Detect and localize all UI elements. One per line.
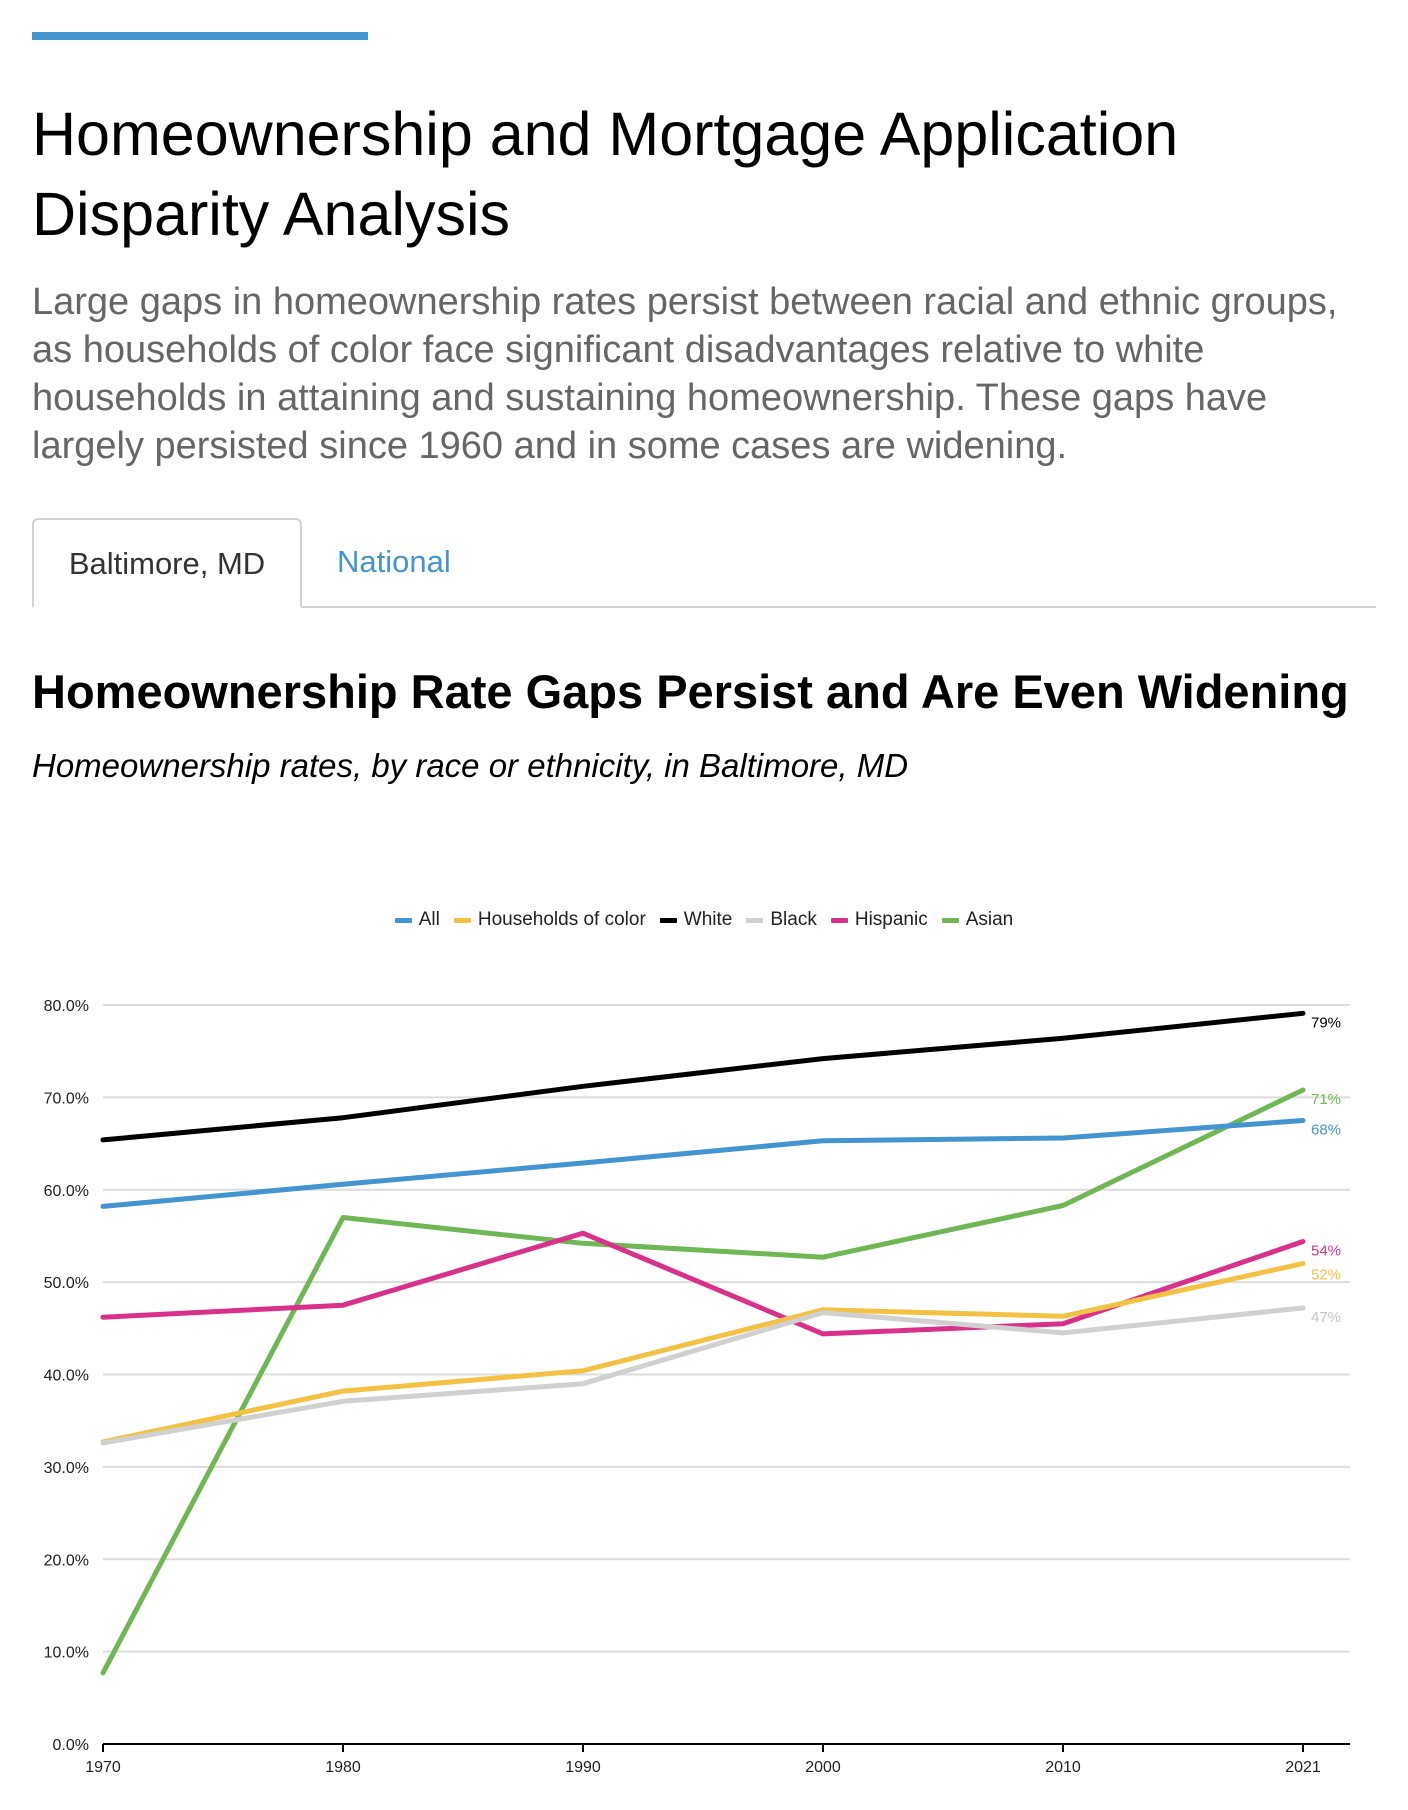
legend-swatch-black	[746, 917, 764, 923]
end-label-hispanic: 54%	[1311, 1242, 1341, 1259]
y-tick-label: 70.0%	[44, 1090, 89, 1107]
legend-swatch-all	[394, 917, 412, 923]
chart-title: Homeownership Rate Gaps Persist and Are …	[32, 665, 1349, 718]
end-label-black: 47%	[1311, 1309, 1341, 1326]
y-tick-label: 20.0%	[44, 1552, 89, 1569]
y-tick-label: 60.0%	[44, 1183, 89, 1200]
location-tabs: Baltimore, MD National	[32, 518, 1376, 608]
series-line-black	[100, 1305, 1306, 1446]
legend-label-households-of-color: Households of color	[477, 909, 646, 930]
end-label-white: 79%	[1311, 1014, 1341, 1031]
axes: 0.0% 10.0% 20.0% 30.0% 40.0% 50.0% 60.0% 70.0% 8…	[44, 998, 1350, 1776]
x-tick-label: 2010	[1045, 1759, 1081, 1776]
x-tick-label: 2000	[805, 1759, 841, 1776]
end-label-all: 68%	[1311, 1121, 1341, 1138]
legend-item-asian[interactable]: Asian	[941, 909, 1014, 931]
legend-item-households-of-color[interactable]: Households of color	[453, 909, 646, 931]
legend-item-hispanic[interactable]: Hispanic	[830, 909, 928, 931]
legend-label-black: Black	[770, 909, 817, 930]
tab-baltimore[interactable]: Baltimore, MD	[32, 518, 302, 608]
y-tick-label: 10.0%	[44, 1645, 89, 1662]
legend-label-white: White	[683, 909, 733, 930]
legend-label-all: All	[418, 909, 440, 930]
x-tick-label: 1980	[325, 1759, 361, 1776]
x-tick-label: 1990	[565, 1759, 601, 1776]
end-labels: 79% 71% 68% 54% 52% 47%	[1311, 1014, 1341, 1326]
y-tick-label: 30.0%	[44, 1460, 89, 1477]
series-line-white	[100, 1010, 1306, 1143]
legend-item-black[interactable]: Black	[746, 909, 817, 931]
header-accent-bar	[32, 32, 368, 40]
legend-swatch-households-of-color	[453, 917, 471, 923]
chart-legend: All Households of color White Black Hisp…	[0, 906, 1408, 934]
series-line-asian	[100, 1087, 1306, 1676]
page-title: Homeownership and Mortgage Application D…	[32, 100, 1179, 248]
x-tick-label: 2021	[1285, 1759, 1321, 1776]
legend-swatch-white	[659, 917, 677, 923]
tab-national[interactable]: National	[337, 544, 451, 579]
legend-swatch-asian	[941, 917, 959, 923]
chart-subtitle: Homeownership rates, by race or ethnicit…	[32, 747, 909, 784]
series-lines	[100, 1010, 1306, 1676]
end-label-households-of-color: 52%	[1311, 1266, 1341, 1283]
y-tick-label: 50.0%	[44, 1275, 89, 1292]
y-tick-label: 40.0%	[44, 1368, 89, 1385]
y-tick-label: 80.0%	[44, 998, 89, 1015]
legend-label-hispanic: Hispanic	[854, 909, 928, 930]
series-line-households-of-color	[100, 1261, 1306, 1445]
series-line-all	[100, 1118, 1306, 1209]
end-label-asian: 71%	[1311, 1091, 1341, 1108]
legend-swatch-hispanic	[830, 917, 848, 923]
legend-item-all[interactable]: All	[394, 909, 440, 931]
homeownership-line-chart: 0.0% 10.0% 20.0% 30.0% 40.0% 50.0% 60.0% 70.0% 8…	[44, 998, 1350, 1776]
intro-paragraph: Large gaps in homeownership rates persis…	[32, 281, 1338, 467]
legend-item-white[interactable]: White	[659, 909, 733, 931]
y-tick-label: 0.0%	[53, 1737, 89, 1754]
grid-lines	[103, 1004, 1350, 1653]
legend-label-asian: Asian	[965, 909, 1014, 930]
x-tick-label: 1970	[85, 1759, 121, 1776]
